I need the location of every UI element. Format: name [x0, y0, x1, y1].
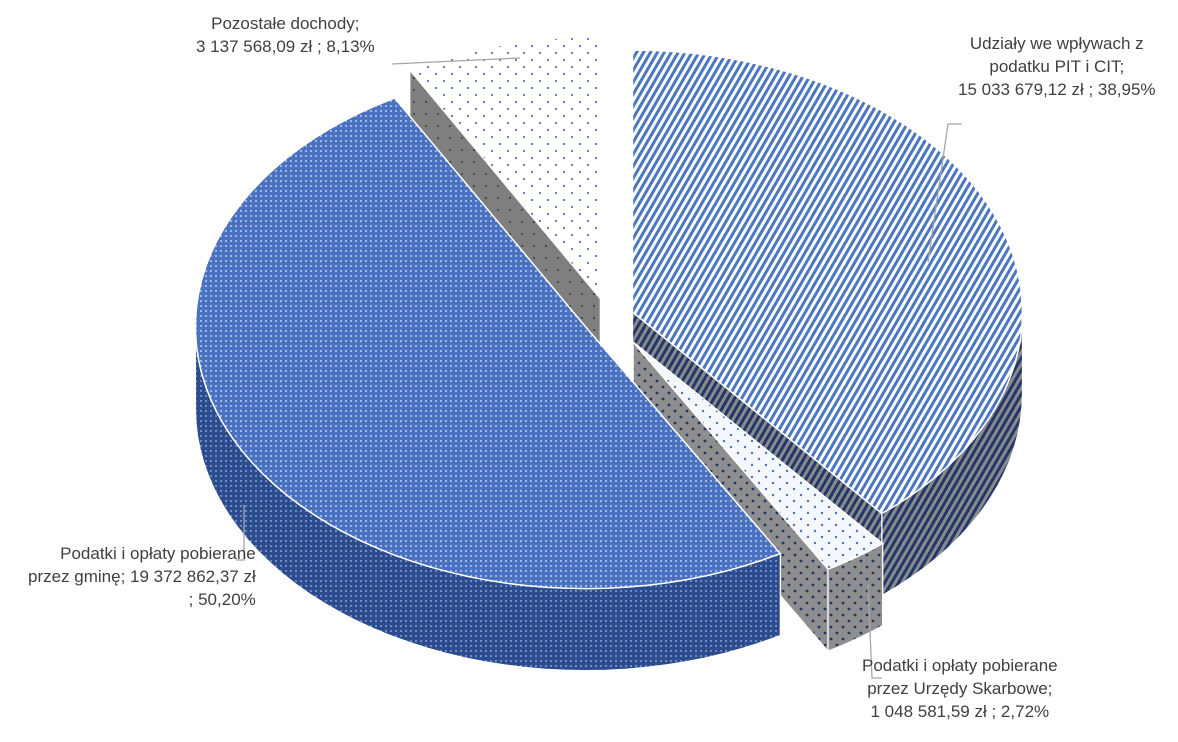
label-line: 15 033 679,12 zł ; 38,95%: [958, 80, 1156, 99]
label-line: Podatki i opłaty pobierane: [60, 544, 256, 563]
label-line: Udziały we wpływach z: [969, 34, 1144, 53]
slice-label-pozostale: Pozostałe dochody; 3 137 568,09 zł ; 8,1…: [196, 12, 375, 58]
slice-label-urzedy-skarbowe: Podatki i opłaty pobierane przez Urzędy …: [862, 654, 1058, 723]
leader-line: [927, 123, 962, 263]
slice-label-gmina: Podatki i opłaty pobierane przez gminę; …: [28, 542, 256, 611]
leader-line: [391, 57, 521, 65]
slice-pozostale-top: [408, 35, 602, 301]
label-line: 1 048 581,59 zł ; 2,72%: [870, 702, 1050, 721]
slice-pit-cit-top: [631, 49, 1024, 515]
label-line: 3 137 568,09 zł ; 8,13%: [196, 37, 375, 56]
slice-gmina-top: [194, 97, 782, 590]
label-line: Pozostałe dochody;: [211, 14, 360, 33]
label-line: przez Urzędy Skarbowe;: [867, 679, 1053, 698]
slice-label-pit-cit: Udziały we wpływach z podatku PIT i CIT;…: [958, 32, 1156, 101]
label-line: ; 50,20%: [188, 590, 256, 609]
label-line: Podatki i opłaty pobierane: [862, 656, 1058, 675]
label-line: podatku PIT i CIT;: [989, 57, 1125, 76]
slice-urzedy-skarbowe-top: [632, 341, 884, 570]
leader-line: [867, 584, 882, 679]
label-line: przez gminę; 19 372 862,37 zł: [28, 567, 256, 586]
leader-line: [236, 505, 245, 561]
